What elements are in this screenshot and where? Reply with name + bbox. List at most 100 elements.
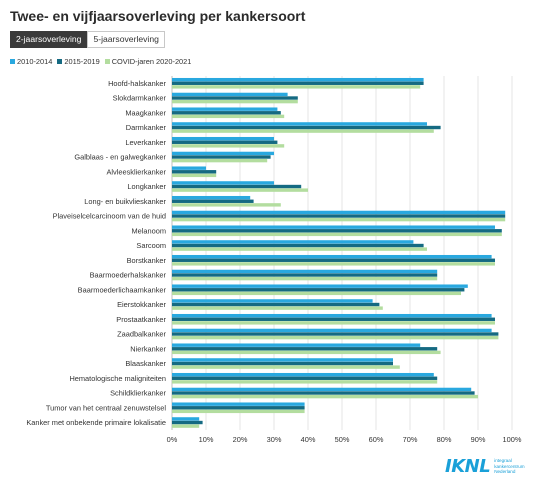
bar[interactable] [172,140,278,144]
bar[interactable] [172,321,495,325]
bar[interactable] [172,77,424,82]
bar[interactable] [172,343,421,347]
bar[interactable] [172,365,400,369]
bar[interactable] [172,229,502,233]
bar[interactable] [172,276,438,281]
bar[interactable] [172,85,421,89]
bar[interactable] [172,361,393,366]
category-label: Alvleesklierkanker [106,167,166,176]
x-tick-label: 60% [369,435,384,444]
bar[interactable] [172,402,305,406]
bar[interactable] [172,199,254,203]
bar[interactable] [172,81,424,85]
bar[interactable] [172,394,478,399]
bar[interactable] [172,129,434,133]
bar[interactable] [172,273,438,277]
bar[interactable] [172,107,278,111]
bar[interactable] [172,225,495,229]
x-tick-label: 30% [267,435,282,444]
bar[interactable] [172,417,200,421]
bar[interactable] [172,291,461,296]
bar[interactable] [172,372,434,377]
bar[interactable] [172,181,274,185]
category-label: Melanoom [131,226,166,235]
legend-item-covid[interactable]: COVID-jaren 2020-2021 [104,57,191,66]
category-label: Plaveiselcelcarcinoom van de huid [53,212,166,221]
category-label: Blaaskanker [125,359,166,368]
bar[interactable] [172,155,271,159]
bar[interactable] [172,347,438,351]
category-label: Sarcoom [136,241,166,250]
bar[interactable] [172,350,441,355]
legend-swatch [104,59,110,64]
bar[interactable] [172,173,217,178]
bar[interactable] [172,424,200,428]
legend-item-2010-2014[interactable]: 2010-2014 [10,57,52,66]
bar[interactable] [172,299,373,303]
bar[interactable] [172,420,203,425]
bar[interactable] [172,376,438,380]
bar[interactable] [172,313,492,318]
tab-5-year-survival[interactable]: 5-jaarsoverleving [87,31,165,48]
logo-line: Nederland [494,469,516,475]
category-label: Prostaatkanker [116,315,166,324]
category-label: Baarmoederhalskanker [90,271,167,280]
bar[interactable] [172,151,274,156]
bar[interactable] [172,96,298,100]
bar[interactable] [172,210,506,215]
bar[interactable] [172,391,475,395]
bar[interactable] [172,258,495,262]
x-tick-label: 80% [437,435,452,444]
bar[interactable] [172,284,468,288]
x-tick-label: 50% [335,435,350,444]
tab-2-year-survival[interactable]: 2-jaarsoverleving [10,31,88,48]
bar[interactable] [172,335,499,340]
bar[interactable] [172,188,308,192]
bar[interactable] [172,125,441,130]
bar[interactable] [172,409,305,414]
bar[interactable] [172,302,380,307]
category-label: Leverkanker [125,138,166,147]
bar[interactable] [172,328,492,333]
category-label: Schildklierkanker [110,389,166,398]
legend-item-2015-2019[interactable]: 2015-2019 [57,57,100,66]
bar[interactable] [172,214,506,218]
bar[interactable] [172,170,217,174]
bar[interactable] [172,332,499,336]
bar[interactable] [172,114,285,119]
x-tick-label: 10% [199,435,214,444]
bar[interactable] [172,184,302,189]
category-label: Kanker met onbekende primaire lokalisati… [26,418,166,427]
bar[interactable] [172,195,251,200]
bar[interactable] [172,158,268,163]
bar[interactable] [172,243,424,248]
category-label: Borstkanker [127,256,167,265]
bar[interactable] [172,254,492,259]
bar[interactable] [172,306,383,310]
iknl-logo-text: integraal kankercentrum Nederland [494,458,524,474]
bar[interactable] [172,247,427,251]
bar[interactable] [172,203,281,207]
category-label: Baarmoederlichaamkanker [78,285,167,294]
bar[interactable] [172,92,288,97]
bar[interactable] [172,380,438,384]
bar[interactable] [172,406,305,410]
bar[interactable] [172,262,495,266]
x-tick-label: 90% [471,435,486,444]
chart-legend: 2010-2014 2015-2019 COVID-jaren 2020-202… [10,57,196,66]
bar[interactable] [172,288,465,292]
bar[interactable] [172,232,502,237]
bar[interactable] [172,122,427,126]
bar[interactable] [172,166,206,170]
bar[interactable] [172,99,298,104]
bar[interactable] [172,317,495,321]
bar[interactable] [172,136,274,141]
chart-title: Twee- en vijfjaarsoverleving per kankers… [10,8,306,24]
bar[interactable] [172,144,285,148]
bar[interactable] [172,111,281,115]
bar[interactable] [172,269,438,274]
bar[interactable] [172,387,472,392]
bar[interactable] [172,358,393,362]
bar[interactable] [172,217,506,222]
bar[interactable] [172,240,414,244]
